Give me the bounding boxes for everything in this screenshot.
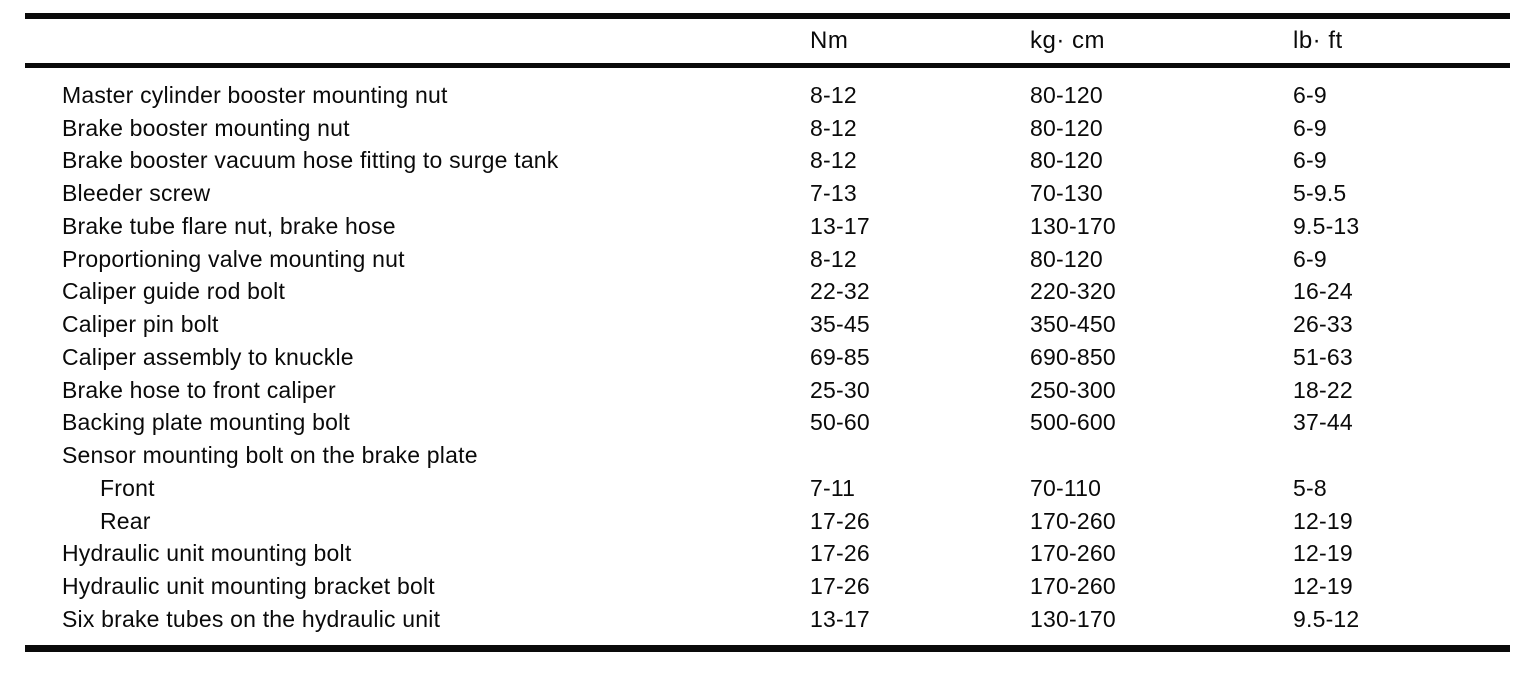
torque-spec-table-grid: Nm kg· cm lb· ft Master cylinder booster…: [25, 19, 1510, 636]
cell-item: Sensor mounting bolt on the brake plate: [62, 442, 478, 469]
cell-lbft: 26-33: [1293, 311, 1353, 338]
table-row: Bleeder screw 7-13 70-130 5-9.5: [25, 177, 1510, 210]
cell-nm: 7-11: [810, 474, 856, 501]
cell-kgcm: 690-850: [1030, 343, 1116, 370]
cell-lbft: 6-9: [1293, 114, 1327, 141]
cell-nm: 22-32: [810, 278, 870, 305]
table-row: Proportioning valve mounting nut 8-12 80…: [25, 243, 1510, 276]
cell-item: Proportioning valve mounting nut: [62, 245, 405, 272]
scanned-manual-page: { "page": { "background": "#ffffff", "te…: [0, 13, 1520, 681]
cell-lbft: 12-19: [1293, 540, 1353, 567]
cell-nm: 69-85: [810, 343, 870, 370]
cell-item: Rear: [100, 507, 151, 534]
cell-lbft: 5-9.5: [1293, 180, 1347, 207]
table-row: Brake tube flare nut, brake hose 13-17 1…: [25, 210, 1510, 243]
cell-lbft: 16-24: [1293, 278, 1353, 305]
cell-lbft: 12-19: [1293, 507, 1353, 534]
table-row: Six brake tubes on the hydraulic unit 13…: [25, 603, 1510, 636]
cell-lbft: 37-44: [1293, 409, 1353, 436]
cell-kgcm: [1030, 439, 1293, 472]
table-header-row: Nm kg· cm lb· ft: [25, 19, 1510, 68]
table-row: Brake hose to front caliper 25-30 250-30…: [25, 374, 1510, 407]
cell-lbft: [1293, 439, 1510, 472]
cell-kgcm: 70-130: [1030, 180, 1103, 207]
cell-kgcm: 250-300: [1030, 376, 1116, 403]
cell-kgcm: 80-120: [1030, 245, 1103, 272]
cell-item: Hydraulic unit mounting bracket bolt: [62, 573, 435, 600]
table-row: Hydraulic unit mounting bracket bolt 17-…: [25, 570, 1510, 603]
cell-item: Brake tube flare nut, brake hose: [62, 212, 396, 239]
cell-nm: 8-12: [810, 114, 857, 141]
cell-kgcm: 70-110: [1030, 474, 1102, 501]
table-row: Sensor mounting bolt on the brake plate: [25, 439, 1510, 472]
table-row: Hydraulic unit mounting bolt 17-26 170-2…: [25, 538, 1510, 571]
cell-lbft: 18-22: [1293, 376, 1353, 403]
cell-kgcm: 500-600: [1030, 409, 1116, 436]
header-item: [25, 19, 810, 68]
cell-item: Backing plate mounting bolt: [62, 409, 350, 436]
table-row: Master cylinder booster mounting nut 8-1…: [25, 66, 1510, 112]
cell-lbft: 51-63: [1293, 343, 1353, 370]
table-row: Caliper assembly to knuckle 69-85 690-85…: [25, 341, 1510, 374]
table-row: Brake booster vacuum hose fitting to sur…: [25, 145, 1510, 178]
cell-nm: 17-26: [810, 573, 870, 600]
cell-lbft: 6-9: [1293, 147, 1327, 174]
cell-item: Caliper guide rod bolt: [62, 278, 286, 305]
cell-kgcm: 170-260: [1030, 573, 1116, 600]
cell-item: Six brake tubes on the hydraulic unit: [62, 605, 441, 632]
cell-lbft: 6-9: [1293, 245, 1327, 272]
table-row: Caliper guide rod bolt 22-32 220-320 16-…: [25, 276, 1510, 309]
cell-item: Brake booster vacuum hose fitting to sur…: [62, 147, 559, 174]
cell-nm: 8-12: [810, 245, 857, 272]
cell-item: Hydraulic unit mounting bolt: [62, 540, 352, 567]
cell-item: Brake booster mounting nut: [62, 114, 350, 141]
cell-kgcm: 170-260: [1030, 540, 1116, 567]
table-row: Brake booster mounting nut 8-12 80-120 6…: [25, 112, 1510, 145]
cell-nm: 8-12: [810, 81, 857, 108]
torque-spec-table: Nm kg· cm lb· ft Master cylinder booster…: [25, 13, 1510, 652]
cell-kgcm: 80-120: [1030, 147, 1103, 174]
cell-nm: 7-13: [810, 180, 857, 207]
cell-kgcm: 350-450: [1030, 311, 1116, 338]
header-nm: Nm: [810, 19, 1030, 68]
cell-nm: 17-26: [810, 507, 870, 534]
cell-item: Caliper pin bolt: [62, 311, 219, 338]
cell-item: Caliper assembly to knuckle: [62, 343, 354, 370]
cell-item: Brake hose to front caliper: [62, 376, 336, 403]
cell-item: Front: [100, 474, 155, 501]
cell-lbft: 9.5-12: [1293, 605, 1360, 632]
cell-kgcm: 130-170: [1030, 212, 1116, 239]
cell-nm: 50-60: [810, 409, 870, 436]
cell-nm: 13-17: [810, 212, 870, 239]
cell-kgcm: 80-120: [1030, 114, 1103, 141]
cell-lbft: 5-8: [1293, 474, 1327, 501]
cell-nm: 13-17: [810, 605, 870, 632]
cell-kgcm: 130-170: [1030, 605, 1116, 632]
table-row: Caliper pin bolt 35-45 350-450 26-33: [25, 308, 1510, 341]
cell-kgcm: 80-120: [1030, 81, 1103, 108]
table-body: Master cylinder booster mounting nut 8-1…: [25, 66, 1510, 636]
cell-item: Master cylinder booster mounting nut: [62, 81, 448, 108]
cell-lbft: 12-19: [1293, 573, 1353, 600]
header-kgcm: kg· cm: [1030, 19, 1293, 68]
cell-nm: 35-45: [810, 311, 870, 338]
cell-lbft: 6-9: [1293, 81, 1327, 108]
table-row: Rear 17-26 170-260 12-19: [25, 505, 1510, 538]
cell-kgcm: 220-320: [1030, 278, 1116, 305]
cell-nm: [810, 439, 1030, 472]
table-top-rule: [25, 13, 1510, 19]
cell-lbft: 9.5-13: [1293, 212, 1360, 239]
table-header: Nm kg· cm lb· ft: [25, 19, 1510, 68]
table-row: Backing plate mounting bolt 50-60 500-60…: [25, 407, 1510, 440]
cell-kgcm: 170-260: [1030, 507, 1116, 534]
cell-item: Bleeder screw: [62, 180, 211, 207]
table-bottom-rule: [25, 644, 1510, 652]
table-row: Front 7-11 70-110 5-8: [25, 472, 1510, 505]
cell-nm: 8-12: [810, 147, 857, 174]
header-lbft: lb· ft: [1293, 19, 1510, 68]
cell-nm: 25-30: [810, 376, 870, 403]
cell-nm: 17-26: [810, 540, 870, 567]
